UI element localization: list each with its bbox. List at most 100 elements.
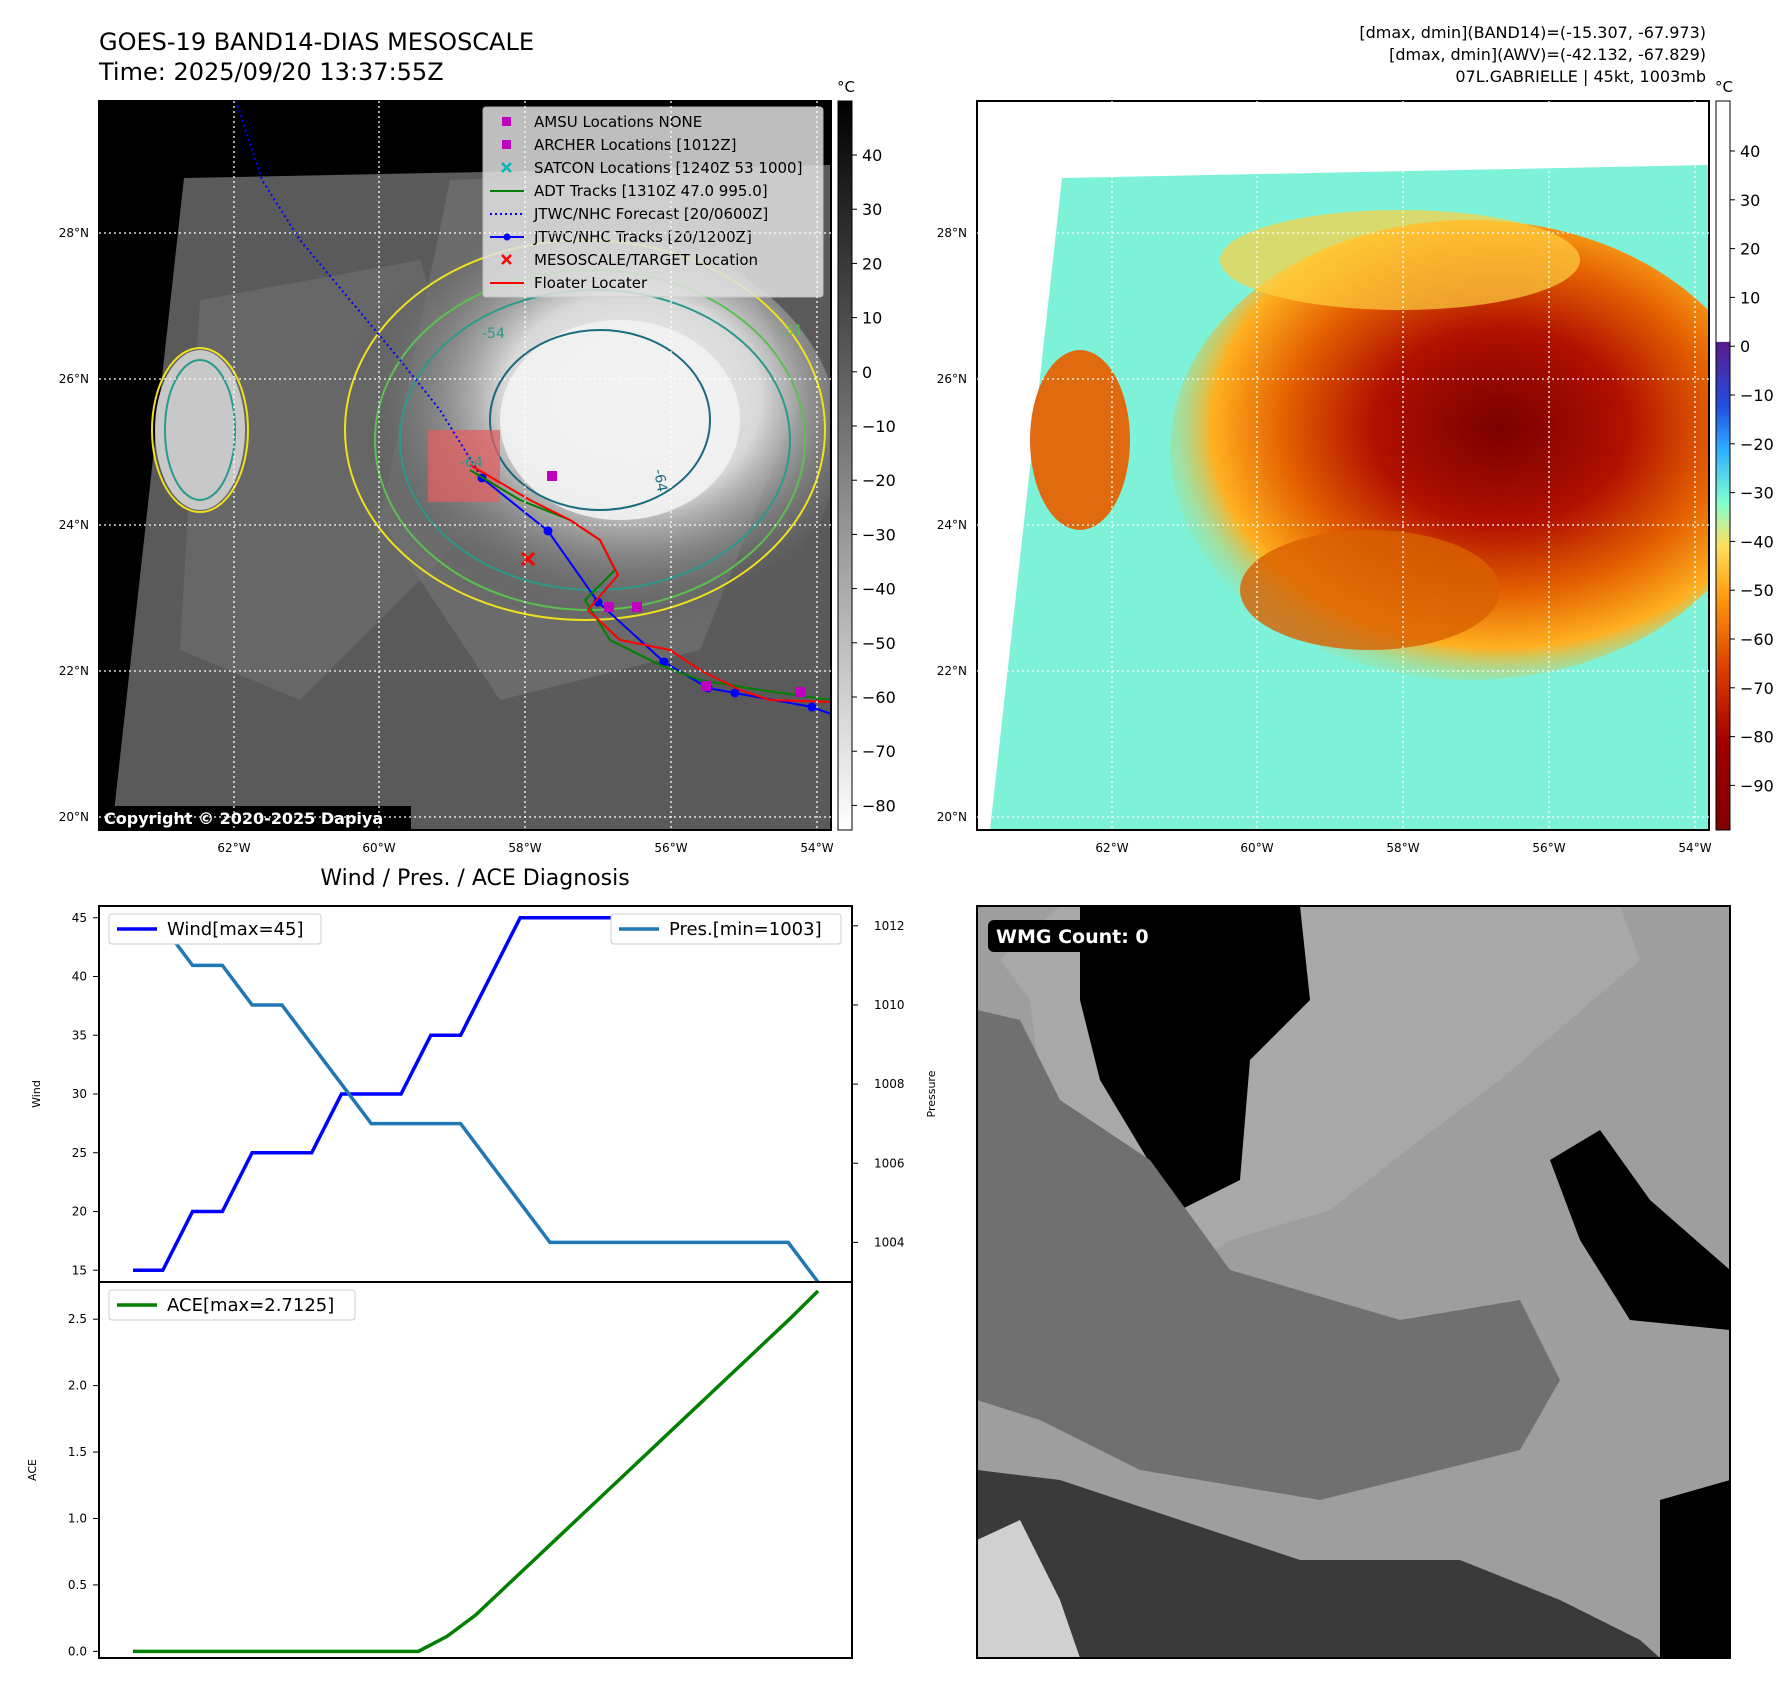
colorbar-tick-label: −50 [1740,581,1774,600]
y-tick-label: 30 [72,1087,87,1101]
y-tick-label: 2.5 [68,1312,87,1326]
stat-band14: [dmax, dmin](BAND14)=(-15.307, -67.973) [1359,23,1706,42]
best-track-point [807,702,817,712]
map-legend: AMSU Locations NONE ARCHER Locations [101… [482,106,824,298]
archer-marker [632,602,642,612]
lat-label: 26°N [59,372,89,386]
y2-tick-label: 1010 [874,998,905,1012]
y2-tick-label: 1004 [874,1235,905,1249]
target-marker [520,551,536,567]
lat-label: 20°N [937,810,967,824]
contour-label: -64 [460,455,483,471]
colorbar-tick-label: −70 [862,742,896,761]
colorbar-tick-label: 40 [1740,142,1760,161]
wmg-count: WMG Count: 0 [996,926,1149,948]
colorbar-tick-label: −70 [1740,679,1774,698]
copyright: Copyright © 2020-2025 Dapiya [104,809,383,828]
archer-marker [701,681,711,691]
y2-tick-label: 1006 [874,1156,905,1170]
figure-time: Time: 2025/09/20 13:37:55Z [98,58,444,86]
lon-label: 58°W [1386,841,1419,855]
y-tick-label: 1.5 [68,1445,87,1459]
colorbar-tick-label: −80 [1740,728,1774,747]
colorbar-tick-label: −60 [1740,630,1774,649]
colorbar-tick-label: −30 [862,525,896,544]
legend-pressure-box [610,913,842,945]
legend-marker [501,162,512,173]
colorbar-tick-label: −20 [862,471,896,490]
legend-wind-box [108,913,322,945]
ir-map-panel: -54 -64 -31 -64 Copyright © 2020-2025 Da… [98,100,832,831]
lat-label: 28°N [59,226,89,240]
wind-pressure-chart: Wind Pressure 15 20 25 30 35 40 45 1004 1006 1008… [30,905,938,1284]
lat-label: 28°N [937,226,967,240]
archer-marker [795,687,805,697]
lon-label: 62°W [1095,841,1128,855]
colorbar-tick-label: 10 [862,309,882,328]
lat-label: 24°N [59,518,89,532]
y-tick-label: 1.0 [68,1511,87,1525]
y-tick-label: 25 [72,1146,87,1160]
colorbar-left: °C 40 30 20 10 0 −10 −20 −30 −40 −50 −60 −70 −80 [837,78,896,831]
best-track-point [659,657,669,667]
colorbar-tick-label: −80 [862,796,896,815]
legend-pressure: Pres.[min=1003] [669,919,822,940]
colorbar-tick-label: 20 [862,254,882,273]
colorbar-tick-label: 30 [862,200,882,219]
archer-marker [547,471,557,481]
lon-label: 60°W [362,841,395,855]
legend-entry: MESOSCALE/TARGET Location [534,251,758,269]
adt-track [469,469,831,701]
lat-label: 24°N [937,518,967,532]
colorbar-tick-label: −90 [1740,776,1774,795]
lat-label: 20°N [59,810,89,824]
lon-label: 62°W [217,841,250,855]
colorbar-tick-label: −10 [862,417,896,436]
legend-entry: SATCON Locations [1240Z 53 1000] [534,159,802,177]
legend-marker [501,254,512,265]
lat-label: 22°N [937,664,967,678]
y-tick-label: 35 [72,1028,87,1042]
colorbar-right: °C 40 30 20 10 0 −10 −20 −30 −40 −50 −60 −70 −80 −90 [1715,78,1774,831]
colorbar-tick-label: 40 [862,146,882,165]
colorbar-tick-label: −40 [1740,532,1774,551]
series-line-pressure [133,924,820,1284]
y-tick-label: 0.0 [68,1644,87,1658]
y-tick-label: 45 [72,911,87,925]
legend-ace-box [108,1289,356,1321]
best-track-point [730,688,740,698]
lat-label: 26°N [937,372,967,386]
colorbar-tick-label: −40 [862,580,896,599]
colorbar-tick-label: 0 [862,363,872,382]
map-grid-left: 28°N 26°N 24°N 22°N 20°N 62°W 60°W 58°W 56°W 54°W [59,101,834,855]
y2-tick-label: 1008 [874,1077,905,1091]
y2-tick-label: 1012 [874,919,905,933]
colorbar-tick-label: 0 [1740,337,1750,356]
legend-wind: Wind[max=45] [167,919,304,940]
legend-entry: Floater Locater [534,274,648,292]
lon-label: 60°W [1240,841,1273,855]
lon-label: 54°W [1678,841,1711,855]
stat-storm: 07L.GABRIELLE | 45kt, 1003mb [1455,67,1706,86]
legend-entry: AMSU Locations NONE [534,113,702,131]
colorbar-tick-label: 30 [1740,191,1760,210]
lon-label: 56°W [654,841,687,855]
colorbar-tick-label: −20 [1740,435,1774,454]
y2-axis-label: Pressure [925,1070,938,1117]
legend-ace: ACE[max=2.7125] [167,1295,334,1316]
lon-label: 54°W [800,841,833,855]
y-tick-label: 2.0 [68,1379,87,1393]
diagnosis-title: Wind / Pres. / ACE Diagnosis [320,866,629,891]
colorbar-unit: °C [1715,78,1733,96]
archer-marker [604,602,614,612]
colorbar-tick-label: −60 [862,688,896,707]
y-tick-label: 40 [72,970,87,984]
lat-label: 22°N [59,664,89,678]
legend-entry: JTWC/NHC Forecast [20/0600Z] [533,205,768,223]
y-axis-label: Wind [30,1080,43,1108]
legend-entry: ARCHER Locations [1012Z] [534,136,737,154]
legend-marker [502,117,511,126]
legend-marker-dot [503,233,511,241]
colorbar-tick-label: 10 [1740,288,1760,307]
